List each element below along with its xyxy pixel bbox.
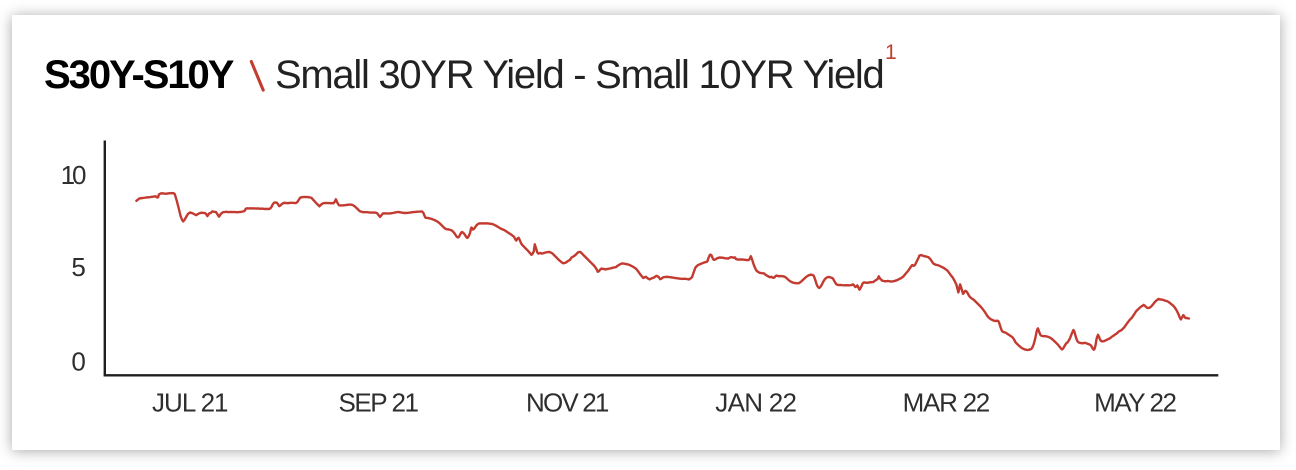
svg-text:5: 5 bbox=[71, 252, 85, 282]
svg-text:10: 10 bbox=[61, 160, 86, 190]
svg-text:0: 0 bbox=[71, 346, 85, 376]
svg-text:JAN 22: JAN 22 bbox=[715, 388, 796, 418]
svg-text:SEP 21: SEP 21 bbox=[339, 388, 419, 418]
svg-text:JUL 21: JUL 21 bbox=[152, 388, 228, 418]
svg-text:NOV 21: NOV 21 bbox=[526, 388, 609, 418]
svg-text:MAR 22: MAR 22 bbox=[903, 388, 990, 418]
svg-text:MAY 22: MAY 22 bbox=[1094, 388, 1176, 418]
